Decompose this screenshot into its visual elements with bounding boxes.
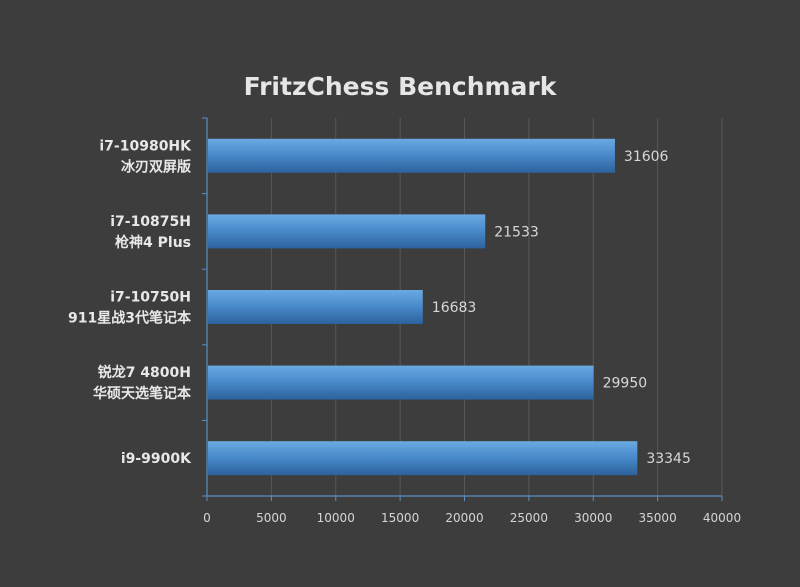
category-label: i9-9900K <box>121 451 192 467</box>
bar <box>208 290 423 324</box>
x-tick-label: 30000 <box>574 511 612 525</box>
category-label: i7-10750H <box>110 290 191 306</box>
x-tick-label: 0 <box>203 511 211 525</box>
category-label: 华硕天选笔记本 <box>93 385 192 402</box>
category-label: 锐龙7 4800H <box>98 364 191 381</box>
category-label: i7-10875H <box>110 214 191 230</box>
x-tick-label: 20000 <box>445 511 483 525</box>
category-label: i7-10980HK <box>99 138 192 154</box>
x-tick-label: 25000 <box>510 511 548 525</box>
category-label: 冰刃双屏版 <box>121 158 191 175</box>
x-tick-label: 10000 <box>317 511 355 525</box>
bar <box>208 441 638 476</box>
bar <box>208 365 594 400</box>
data-label: 16683 <box>432 300 477 316</box>
x-tick-label: 35000 <box>639 511 677 525</box>
axes <box>202 117 723 501</box>
data-label: 21533 <box>494 224 539 240</box>
x-tick-label: 5000 <box>256 511 287 525</box>
x-tick-label: 40000 <box>703 511 741 525</box>
bar <box>208 138 615 173</box>
data-label: 31606 <box>624 149 669 165</box>
category-label: 枪神4 Plus <box>115 234 191 251</box>
labels: 0 5000 10000 15000 20000 25000 30000 35000 40000… <box>68 138 741 525</box>
chart-title: FritzChess Benchmark <box>244 72 558 101</box>
data-label: 33345 <box>646 451 691 467</box>
category-label: 911星战3代笔记本 <box>68 310 192 327</box>
x-tick-label: 15000 <box>381 511 419 525</box>
data-label: 29950 <box>603 376 648 392</box>
bar <box>208 214 486 249</box>
bars <box>208 138 638 476</box>
